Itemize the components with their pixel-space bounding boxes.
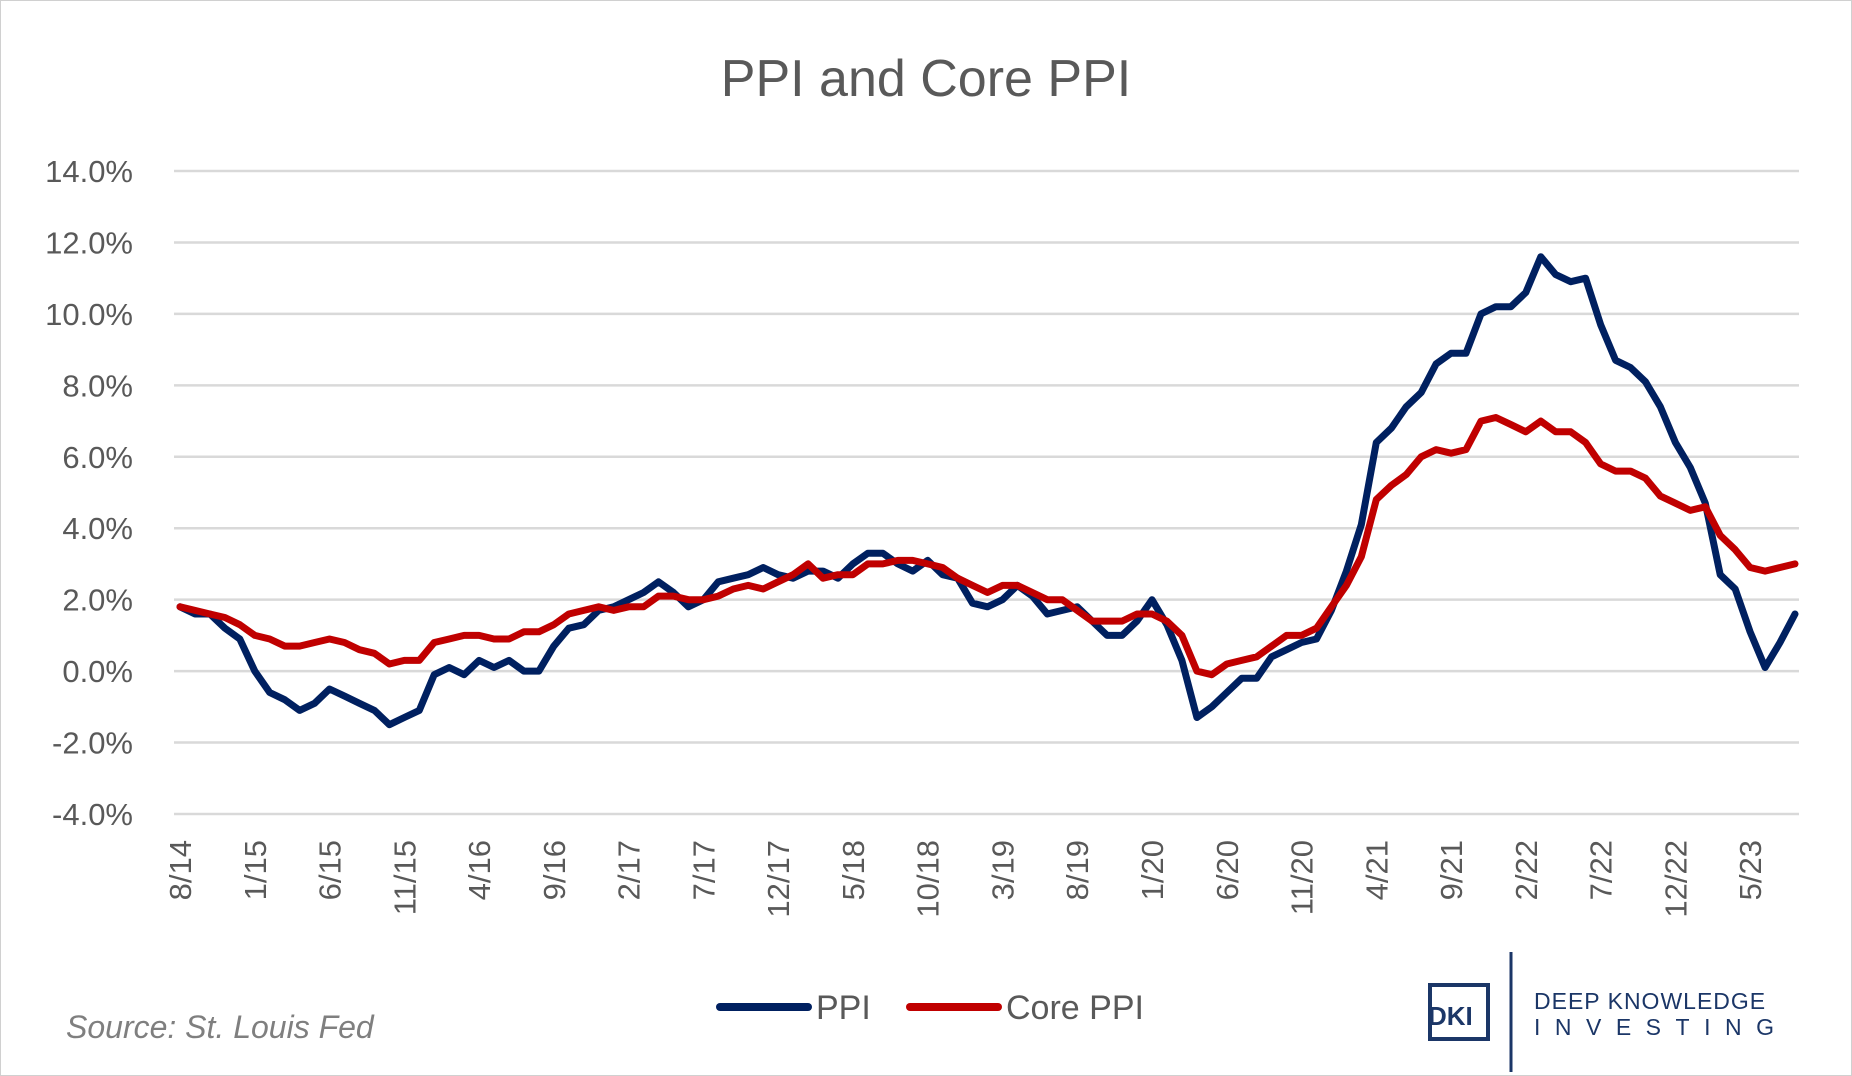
y-axis: 14.0% 12.0% 10.0% 8.0% 6.0% 4.0% 2.0% 0.0% -2.0%… bbox=[45, 154, 133, 832]
y-tick-label: -4.0% bbox=[52, 797, 133, 832]
x-tick-label: 12/17 bbox=[761, 840, 796, 918]
logo-line1: DEEP KNOWLEDGE bbox=[1534, 988, 1766, 1014]
x-tick-label: 7/22 bbox=[1584, 840, 1619, 900]
x-tick-label: 1/15 bbox=[238, 840, 273, 900]
x-tick-label: 2/22 bbox=[1509, 840, 1544, 900]
legend-label-core-ppi: Core PPI bbox=[1006, 989, 1144, 1027]
x-tick-label: 12/22 bbox=[1658, 840, 1693, 918]
y-tick-label: 12.0% bbox=[45, 225, 133, 260]
x-tick-label: 6/20 bbox=[1210, 840, 1245, 900]
logo-mark: DKI bbox=[1428, 1001, 1473, 1031]
gridlines bbox=[174, 169, 1799, 816]
y-tick-label: 10.0% bbox=[45, 297, 133, 332]
x-tick-label: 9/21 bbox=[1434, 840, 1469, 900]
y-tick-label: 8.0% bbox=[62, 368, 133, 403]
logo-box bbox=[1428, 983, 1490, 1041]
y-tick-label: 6.0% bbox=[62, 440, 133, 475]
x-tick-label: 1/20 bbox=[1135, 840, 1170, 900]
x-tick-label: 8/19 bbox=[1060, 840, 1095, 900]
x-tick-label: 4/21 bbox=[1359, 840, 1394, 900]
x-tick-label: 3/19 bbox=[985, 840, 1020, 900]
logo-line2: INVESTING bbox=[1534, 1014, 1788, 1040]
x-tick-label: 5/18 bbox=[836, 840, 871, 900]
x-tick-label: 8/14 bbox=[163, 840, 198, 900]
legend: PPI Core PPI bbox=[716, 989, 1144, 1027]
x-tick-label: 4/16 bbox=[462, 840, 497, 900]
series-line-ppi bbox=[176, 253, 1799, 729]
y-tick-label: 14.0% bbox=[45, 154, 133, 189]
y-tick-label: -2.0% bbox=[52, 726, 133, 761]
y-tick-label: 2.0% bbox=[62, 583, 133, 618]
x-tick-label: 5/23 bbox=[1733, 840, 1768, 900]
series-lines bbox=[176, 253, 1799, 729]
series-line-core-ppi bbox=[176, 414, 1799, 679]
x-tick-label: 11/15 bbox=[387, 840, 422, 915]
dki-logo: DKI DEEP KNOWLEDGE INVESTING bbox=[1428, 952, 1788, 1072]
x-tick-label: 7/17 bbox=[686, 840, 721, 900]
x-tick-label: 6/15 bbox=[313, 840, 348, 900]
y-tick-label: 0.0% bbox=[62, 654, 133, 689]
x-tick-label: 10/18 bbox=[911, 840, 946, 918]
x-tick-label: 2/17 bbox=[612, 840, 647, 900]
legend-label-ppi: PPI bbox=[816, 989, 871, 1027]
x-tick-label: 11/20 bbox=[1285, 840, 1320, 915]
source-note: Source: St. Louis Fed bbox=[66, 1009, 375, 1045]
x-axis: 8/14 1/15 6/15 11/15 4/16 9/16 2/17 7/17 12/17 5/… bbox=[163, 840, 1768, 918]
x-tick-label: 9/16 bbox=[537, 840, 572, 900]
y-tick-label: 4.0% bbox=[62, 511, 133, 546]
chart-title: PPI and Core PPI bbox=[721, 50, 1131, 108]
